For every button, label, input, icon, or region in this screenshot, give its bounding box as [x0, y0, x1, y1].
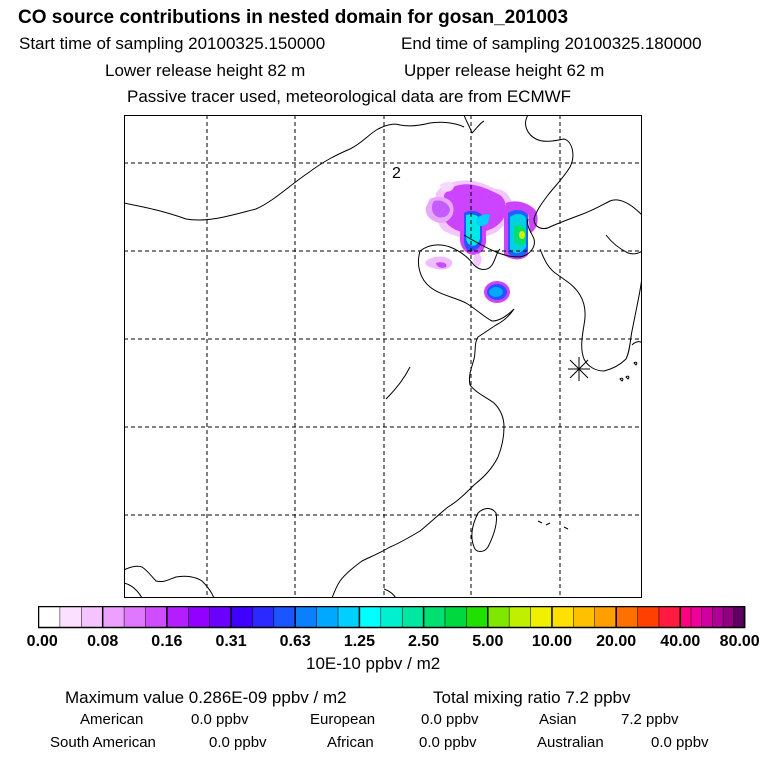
colorbar-cell — [487, 606, 511, 628]
colorbar-cell — [466, 606, 489, 628]
colorbar-cell — [712, 606, 724, 628]
lat-lon-grid — [124, 115, 642, 598]
region-label-australian: Australian — [537, 734, 604, 751]
lower-release-label: Lower release height 82 m — [105, 61, 306, 80]
colorbar-cell — [380, 606, 404, 628]
colorbar-cell — [38, 606, 61, 628]
colorbar-cell — [252, 606, 275, 628]
colorbar-cell — [733, 606, 746, 628]
colorbar-cell — [637, 606, 660, 628]
max-value-label: Maximum value 0.286E-09 ppbv / m2 — [65, 688, 347, 707]
colorbar-cell — [59, 606, 83, 628]
colorbar-cell — [81, 606, 104, 628]
colorbar-cell — [209, 606, 232, 628]
colorbar-cell — [359, 606, 382, 628]
start-time-label: Start time of sampling 20100325.150000 — [19, 34, 326, 53]
colorbar-cells — [38, 606, 746, 628]
colorbar-cell — [444, 606, 468, 628]
concentration-plume — [425, 180, 538, 303]
colorbar-cell — [188, 606, 211, 628]
colorbar-cell — [594, 606, 617, 628]
colorbar-cell — [551, 606, 575, 628]
colorbar-cell — [722, 606, 735, 628]
colorbar-cell — [316, 606, 339, 628]
region-value-american: 0.0 ppbv — [191, 711, 249, 728]
colorbar-cell — [337, 606, 361, 628]
colorbar-cell — [508, 606, 532, 628]
data-source-note: Passive tracer used, meteorological data… — [127, 87, 572, 106]
region-value-african: 0.0 ppbv — [419, 734, 477, 751]
colorbar-tick-label: 0.08 — [87, 633, 119, 650]
map-panel: 2 — [124, 115, 642, 598]
colorbar-boundaries — [101, 606, 682, 628]
map-frame — [124, 115, 642, 598]
colorbar-cell — [166, 606, 190, 628]
region-value-asian: 7.2 ppbv — [621, 711, 679, 728]
colorbar-cell — [530, 606, 553, 628]
coastlines-borders — [124, 115, 642, 598]
upper-release-label: Upper release height 62 m — [404, 61, 605, 80]
region-label-south-american: South American — [50, 734, 156, 751]
colorbar-cell — [273, 606, 297, 628]
colorbar-tick-label: 0.16 — [151, 633, 183, 650]
colorbar-tick-label: 10.00 — [531, 633, 572, 650]
colorbar-unit: 10E-10 ppbv / m2 — [306, 654, 441, 673]
colorbar-cell — [294, 606, 318, 628]
colorbar-tick-label: 0.63 — [279, 633, 311, 650]
end-time-label: End time of sampling 20100325.180000 — [401, 34, 702, 53]
colorbar-cell — [658, 606, 682, 628]
colorbar-cell — [680, 606, 692, 628]
region-value-european: 0.0 ppbv — [421, 711, 479, 728]
region-label-african: African — [327, 734, 374, 751]
colorbar-tick-label: 1.25 — [343, 633, 375, 650]
colorbar-frame — [38, 606, 746, 629]
colorbar — [38, 606, 746, 629]
colorbar-cell — [573, 606, 596, 628]
colorbar-cell — [401, 606, 425, 628]
colorbar-tick-label: 40.00 — [660, 633, 701, 650]
colorbar-cell — [423, 606, 446, 628]
map-title: CO source contributions in nested domain… — [18, 7, 569, 28]
colorbar-cell — [701, 606, 714, 628]
colorbar-tick-label: 5.00 — [472, 633, 504, 650]
colorbar-cell — [123, 606, 147, 628]
colorbar-cell — [615, 606, 639, 628]
colorbar-cell — [690, 606, 703, 628]
region-value-australian: 0.0 ppbv — [651, 734, 709, 751]
colorbar-cell — [102, 606, 125, 628]
region-value-south-american: 0.0 ppbv — [209, 734, 267, 751]
total-mixing-ratio: Total mixing ratio 7.2 ppbv — [433, 688, 631, 707]
colorbar-tick-label: 80.00 — [719, 633, 760, 650]
colorbar-tick-label: 0.00 — [26, 633, 58, 650]
release-marker-label: 2 — [392, 165, 401, 182]
region-label-american: American — [80, 711, 144, 728]
colorbar-tick-label: 0.31 — [215, 633, 247, 650]
colorbar-cell — [145, 606, 168, 628]
region-label-european: European — [310, 711, 376, 728]
colorbar-tick-label: 2.50 — [408, 633, 440, 650]
region-label-asian: Asian — [539, 711, 577, 728]
colorbar-cell — [230, 606, 254, 628]
colorbar-tick-label: 20.00 — [596, 633, 637, 650]
asterisk-icon — [568, 357, 590, 381]
